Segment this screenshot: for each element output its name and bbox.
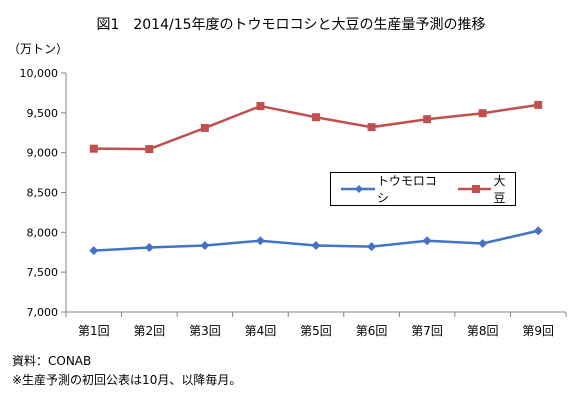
- data-point: [144, 242, 154, 252]
- data-point: [200, 123, 209, 132]
- source-note: 資料：CONAB: [12, 354, 92, 368]
- data-point: [312, 113, 320, 122]
- x-tick-label: 第1回: [78, 324, 110, 338]
- legend-swatch-corn: [341, 185, 375, 193]
- y-tick-label: 9,000: [27, 147, 59, 160]
- chart-notes: 資料：CONAB ※生産予測の初回公表は10月、以降毎月。: [12, 352, 241, 390]
- x-tick-label: 第2回: [134, 324, 166, 338]
- legend-label-soybean: 大豆: [493, 174, 506, 205]
- y-tick-label: 8,500: [27, 187, 59, 200]
- x-tick-label: 第5回: [300, 324, 332, 338]
- legend-item-corn: トウモロコシ: [339, 172, 442, 206]
- legend-label-corn: トウモロコシ: [376, 174, 437, 205]
- data-point: [89, 144, 98, 153]
- data-point: [367, 123, 376, 132]
- data-point: [422, 236, 432, 246]
- x-tick-label: 第4回: [245, 324, 277, 338]
- data-point: [200, 240, 210, 250]
- series-0: [89, 226, 543, 256]
- y-tick-label: 10,000: [20, 67, 59, 80]
- x-axis-ticks: 第1回 第2回 第3回 第4回 第5回 第6回 第7回 第8回 第9回: [65, 312, 567, 338]
- data-point: [89, 246, 99, 256]
- series-line: [93, 103, 539, 151]
- series-1: [89, 100, 543, 154]
- chart-series: [89, 100, 543, 256]
- legend-item-soybean: 大豆: [456, 172, 515, 206]
- chart-title: 図1 2014/15年度のトウモロコシと大豆の生産量予測の推移: [96, 17, 486, 33]
- data-point: [311, 240, 321, 250]
- legend-marker-corn: [355, 185, 363, 193]
- y-tick-label: 8,000: [27, 226, 59, 239]
- data-point: [367, 242, 377, 252]
- x-tick-label: 第7回: [411, 324, 443, 338]
- data-point: [534, 100, 543, 109]
- x-tick-label: 第8回: [467, 324, 499, 338]
- footnote: ※生産予測の初回公表は10月、以降毎月。: [12, 373, 242, 387]
- y-tick-label: 9,500: [27, 107, 59, 120]
- y-tick-label: 7,500: [27, 266, 59, 279]
- chart-legend: トウモロコシ 大豆: [330, 172, 516, 206]
- x-tick-label: 第9回: [522, 324, 554, 338]
- data-point: [145, 145, 154, 154]
- data-point: [478, 238, 488, 248]
- legend-marker-soybean: [471, 185, 480, 193]
- x-tick-label: 第6回: [356, 324, 388, 338]
- y-axis-unit-label: （万トン）: [8, 42, 69, 56]
- y-axis-ticks: 7,000 7,500 8,000 8,500 9,000 9,500 10,000: [20, 67, 66, 319]
- x-tick-label: 第3回: [189, 324, 221, 338]
- legend-swatch-soybean: [457, 185, 492, 193]
- data-point: [478, 109, 487, 118]
- data-point: [255, 236, 265, 246]
- data-point: [423, 115, 432, 124]
- y-tick-label: 7,000: [27, 306, 59, 319]
- data-point: [256, 102, 265, 111]
- data-point: [533, 226, 543, 236]
